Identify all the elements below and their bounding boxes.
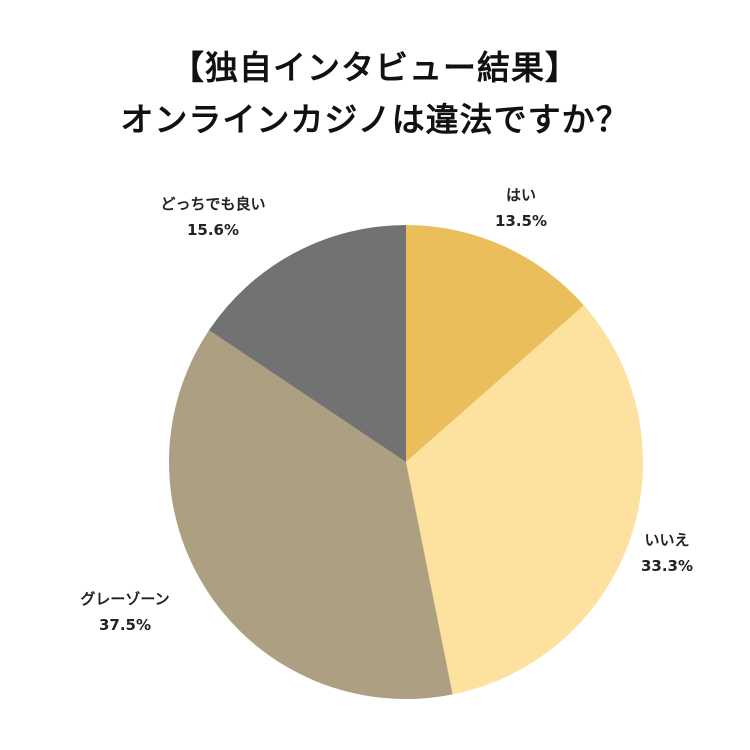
slice-label-3: どっちでも良い xyxy=(160,195,265,213)
pie-slice-3 xyxy=(209,225,406,462)
pie-slice-0 xyxy=(406,225,584,462)
slice-value-label-3: 15.6% xyxy=(187,221,239,239)
slice-value-label-2: 37.5% xyxy=(99,616,151,634)
chart-title-line-1: 【独自インタビュー結果】 xyxy=(171,48,579,87)
slice-label-1: いいえ xyxy=(644,531,689,549)
slice-value-label-1: 33.3% xyxy=(641,557,693,575)
slice-label-2: グレーゾーン xyxy=(80,590,169,608)
pie-slice-2 xyxy=(169,330,453,699)
slice-value-label-0: 13.5% xyxy=(495,212,547,230)
slice-label-0: はい xyxy=(506,186,536,204)
pie-slice-1 xyxy=(406,305,643,695)
chart-title: 【独自インタビュー結果】 オンラインカジノは違法ですか？ xyxy=(0,42,750,146)
chart-title-line-2: オンラインカジノは違法ですか？ xyxy=(120,100,630,139)
